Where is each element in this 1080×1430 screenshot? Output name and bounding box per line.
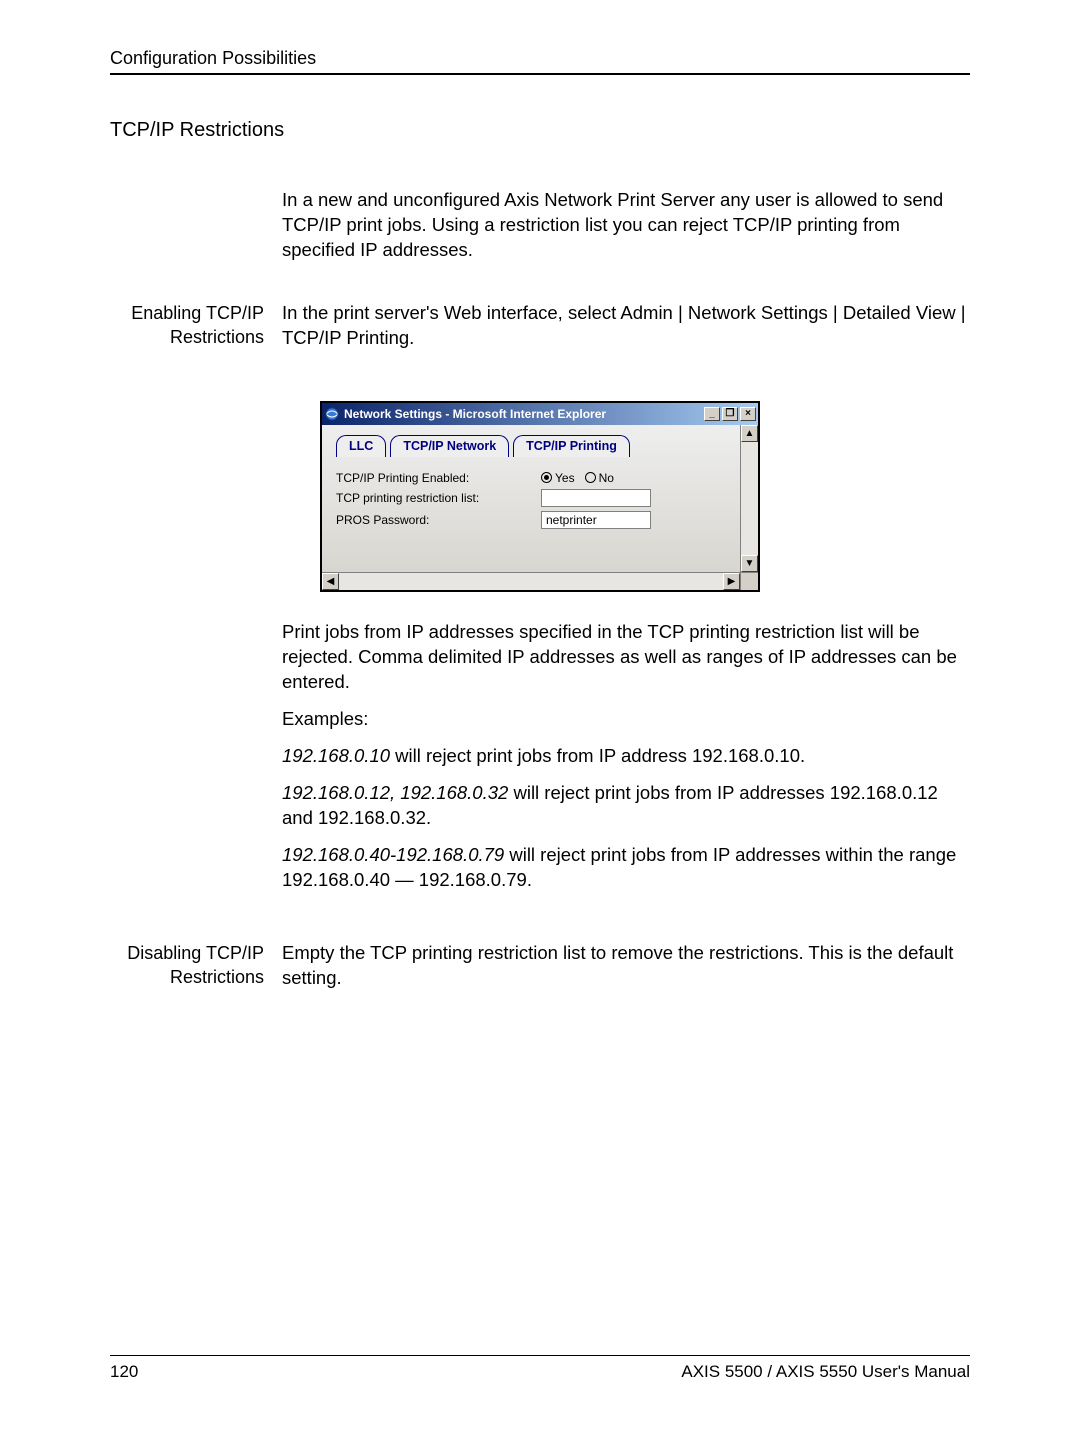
section-title: TCP/IP Restrictions xyxy=(110,119,970,142)
horizontal-scrollbar[interactable]: ◀ ▶ xyxy=(322,572,740,590)
example-3: 192.168.0.40-192.168.0.79 will reject pr… xyxy=(282,843,970,893)
example-3-ip: 192.168.0.40-192.168.0.79 xyxy=(282,844,504,865)
vscroll-track[interactable] xyxy=(741,442,758,555)
scroll-down-button[interactable]: ▼ xyxy=(741,555,758,572)
input-restriction-list[interactable] xyxy=(541,489,651,507)
radio-yes[interactable] xyxy=(541,472,552,483)
minimize-button[interactable]: _ xyxy=(704,407,720,421)
enabling-body: In the print server's Web interface, sel… xyxy=(282,301,970,351)
vertical-scrollbar[interactable]: ▲ ▼ xyxy=(740,425,758,572)
label-restriction-list: TCP printing restriction list: xyxy=(336,491,541,505)
label-col-empty-2 xyxy=(110,620,282,905)
tab-tcpip-printing[interactable]: TCP/IP Printing xyxy=(513,435,630,457)
running-header: Configuration Possibilities xyxy=(110,48,970,75)
window-client-area: LLC TCP/IP Network TCP/IP Printing TCP/I… xyxy=(322,425,740,572)
restore-button[interactable]: ❐ xyxy=(722,407,738,421)
disabling-label-line1: Disabling TCP/IP xyxy=(127,943,264,963)
document-page: Configuration Possibilities TCP/IP Restr… xyxy=(0,0,1080,1430)
screenshot-wrapper: Network Settings - Microsoft Internet Ex… xyxy=(110,401,970,592)
tab-strip: LLC TCP/IP Network TCP/IP Printing xyxy=(336,435,732,457)
example-2-ip: 192.168.0.12, 192.168.0.32 xyxy=(282,782,508,803)
close-button[interactable]: × xyxy=(740,407,756,421)
ie-icon xyxy=(324,406,340,422)
scrollbar-corner xyxy=(740,572,758,590)
header-left: Configuration Possibilities xyxy=(110,48,316,68)
example-1-rest: will reject print jobs from IP address 1… xyxy=(390,745,805,766)
enabling-label-line2: Restrictions xyxy=(170,327,264,347)
label-printing-enabled: TCP/IP Printing Enabled: xyxy=(336,471,541,485)
row-restriction-list: TCP printing restriction list: xyxy=(336,489,732,507)
footer-right: AXIS 5500 / AXIS 5550 User's Manual xyxy=(681,1362,970,1382)
radio-no-label: No xyxy=(599,471,614,485)
label-pros-password: PROS Password: xyxy=(336,513,541,527)
disabling-body: Empty the TCP printing restriction list … xyxy=(282,941,970,991)
disabling-label-line2: Restrictions xyxy=(170,967,264,987)
example-2: 192.168.0.12, 192.168.0.32 will reject p… xyxy=(282,781,970,831)
label-col-empty xyxy=(110,188,282,275)
example-1: 192.168.0.10 will reject print jobs from… xyxy=(282,744,970,769)
row-pros-password: PROS Password: xyxy=(336,511,732,529)
intro-paragraph: In a new and unconfigured Axis Network P… xyxy=(282,188,970,263)
row-printing-enabled: TCP/IP Printing Enabled: Yes No xyxy=(336,471,732,485)
scroll-right-button[interactable]: ▶ xyxy=(723,573,740,590)
radio-yes-label: Yes xyxy=(555,471,575,485)
tab-llc[interactable]: LLC xyxy=(336,435,386,457)
window-title: Network Settings - Microsoft Internet Ex… xyxy=(344,407,704,421)
example-1-ip: 192.168.0.10 xyxy=(282,745,390,766)
scroll-up-button[interactable]: ▲ xyxy=(741,425,758,442)
window-titlebar[interactable]: Network Settings - Microsoft Internet Ex… xyxy=(322,403,758,425)
page-number: 120 xyxy=(110,1362,138,1382)
disabling-label: Disabling TCP/IP Restrictions xyxy=(110,941,282,1003)
radio-no[interactable] xyxy=(585,472,596,483)
tab-tcpip-network[interactable]: TCP/IP Network xyxy=(390,435,509,457)
examples-label: Examples: xyxy=(282,707,970,732)
after-p1: Print jobs from IP addresses specified i… xyxy=(282,620,970,695)
page-footer: 120 AXIS 5500 / AXIS 5550 User's Manual xyxy=(110,1355,970,1382)
ie-window: Network Settings - Microsoft Internet Ex… xyxy=(320,401,760,592)
enabling-label: Enabling TCP/IP Restrictions xyxy=(110,301,282,363)
enabling-label-line1: Enabling TCP/IP xyxy=(131,303,264,323)
input-pros-password[interactable] xyxy=(541,511,651,529)
hscroll-track[interactable] xyxy=(339,573,723,590)
scroll-left-button[interactable]: ◀ xyxy=(322,573,339,590)
